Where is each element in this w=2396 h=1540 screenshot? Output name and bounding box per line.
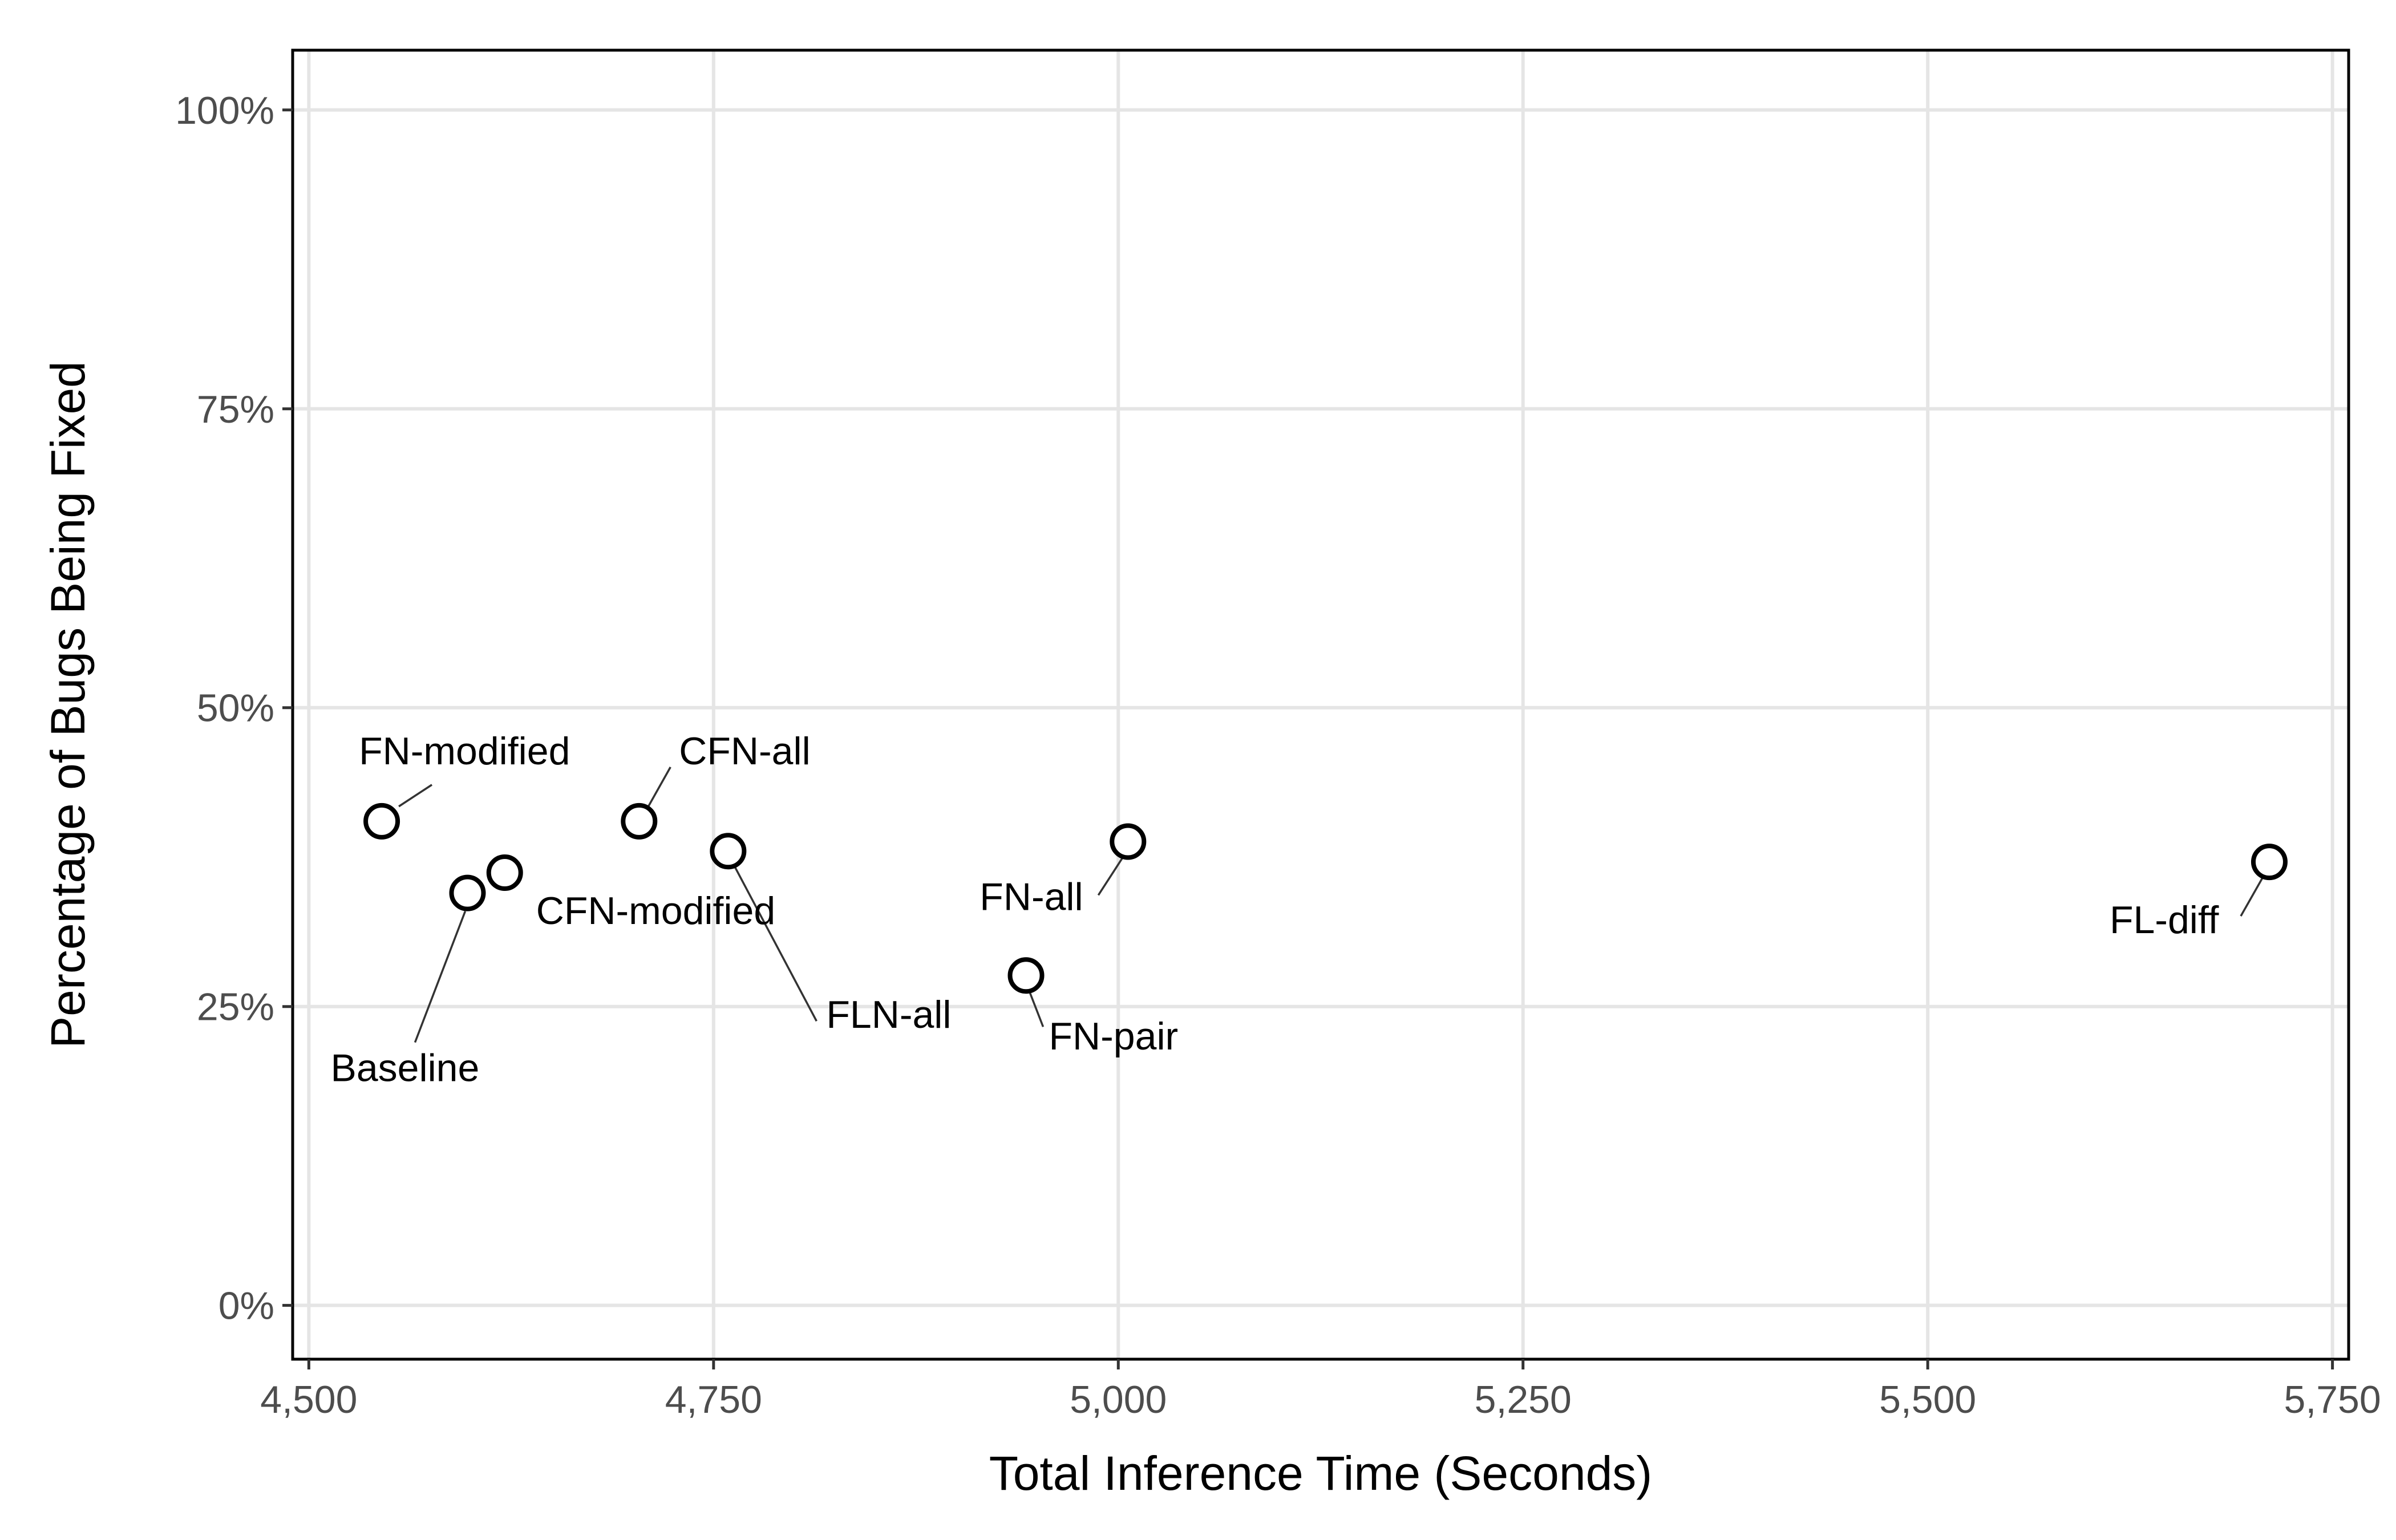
y-tick-label: 75% xyxy=(197,388,274,431)
data-point-fln-all xyxy=(710,833,747,870)
leader-line-baseline xyxy=(414,910,467,1043)
axis-ticks: 0% 25% 50% 75% 100% 4,500 4,750 5,000 5,250 5,500… xyxy=(175,89,2381,1421)
y-tick-label: 25% xyxy=(197,986,274,1029)
data-point-fl-diff xyxy=(2251,844,2288,881)
leader-line-fn-modified xyxy=(398,784,433,808)
leader-line-fln-all xyxy=(734,866,817,1022)
point-label-baseline: Baseline xyxy=(330,1047,479,1090)
data-point-fn-pair xyxy=(1007,957,1045,994)
y-tick-label: 50% xyxy=(197,687,274,730)
data-point-cfn-modified xyxy=(486,854,523,891)
label-leader-lines xyxy=(398,766,2264,1043)
x-tick-label: 5,000 xyxy=(1070,1378,1167,1421)
grid-lines xyxy=(293,50,2349,1359)
leader-line-cfn-all xyxy=(646,766,671,809)
x-tick-label: 4,750 xyxy=(665,1378,762,1421)
point-label-cfn-modified: CFN-modified xyxy=(536,889,775,933)
point-label-fn-modified: FN-modified xyxy=(359,730,570,773)
data-point-fn-modified xyxy=(363,803,400,840)
point-label-fl-diff: FL-diff xyxy=(2110,898,2219,942)
plot-panel-border xyxy=(291,48,2350,1361)
data-points xyxy=(363,803,2288,994)
x-tick-label: 4,500 xyxy=(260,1378,357,1421)
leader-line-fn-pair xyxy=(1028,991,1045,1027)
data-point-baseline xyxy=(449,874,486,911)
x-axis-title: Total Inference Time (Seconds) xyxy=(989,1446,1653,1500)
point-label-fn-pair: FN-pair xyxy=(1049,1015,1179,1058)
x-tick-label: 5,500 xyxy=(1879,1378,1976,1421)
leader-line-fl-diff xyxy=(2240,877,2264,917)
x-tick-label: 5,250 xyxy=(1475,1378,1572,1421)
point-label-fn-all: FN-all xyxy=(980,875,1083,918)
y-tick-label: 0% xyxy=(218,1284,274,1328)
point-label-cfn-all: CFN-all xyxy=(679,730,810,773)
y-axis-title: Percentage of Bugs Being Fixed xyxy=(41,361,95,1048)
leader-line-fn-all xyxy=(1097,856,1124,896)
point-labels: FN-modified Baseline CFN-modified CFN-all FL… xyxy=(330,730,2219,1090)
x-tick-label: 5,750 xyxy=(2284,1378,2381,1421)
data-point-cfn-all xyxy=(621,803,658,840)
y-tick-label: 100% xyxy=(175,89,274,132)
point-label-fln-all: FLN-all xyxy=(826,993,951,1036)
data-point-fn-all xyxy=(1110,823,1147,860)
